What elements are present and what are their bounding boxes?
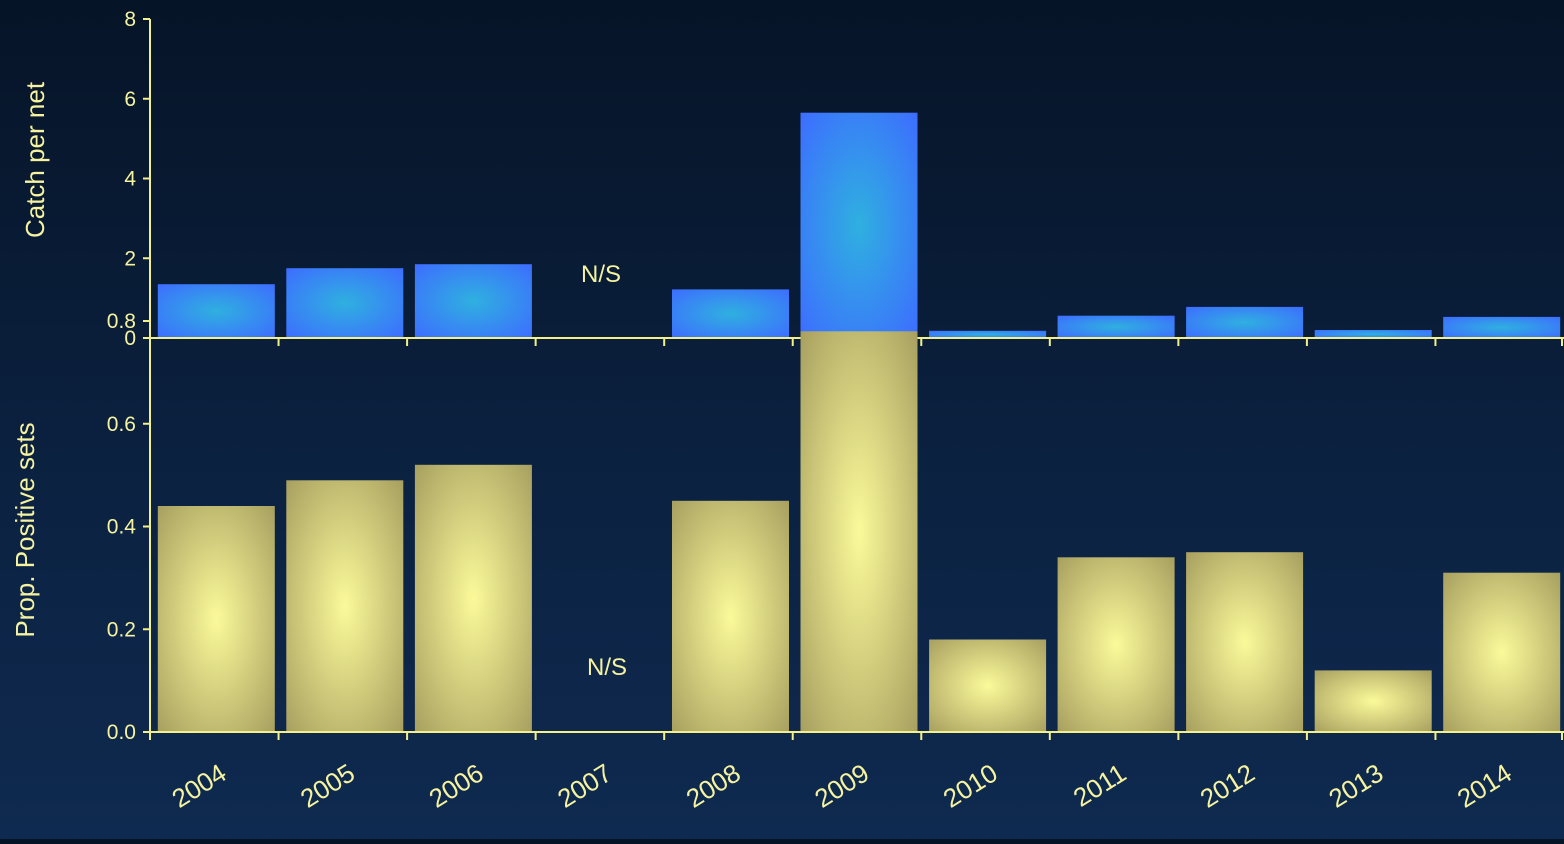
x-tick-label-2012: 2012 [1195, 758, 1260, 814]
x-tick-label-2006: 2006 [424, 758, 489, 814]
bottom-y-tick-label: 0.6 [107, 413, 136, 436]
bottom-bar-2005 [286, 480, 404, 732]
bottom-bar-2014 [1443, 572, 1561, 732]
bottom-bars [157, 331, 1561, 732]
top-bar-2013 [1314, 330, 1432, 338]
bottom-ns-annotation: N/S [587, 654, 627, 681]
bottom-panel: Prop. Positive sets 0.0 0.2 0.4 0.6 0.8 N/S [10, 310, 1564, 744]
bottom-bar-2004 [157, 506, 275, 732]
bottom-bar-2009 [800, 331, 918, 732]
bottom-bar-2010 [929, 639, 1047, 732]
top-bars [157, 112, 1561, 338]
top-ns-annotation: N/S [581, 261, 621, 288]
bottom-y-tick-label: 0.4 [107, 516, 137, 539]
top-panel: Catch per net 0 2 4 6 8 N/S [20, 8, 1564, 350]
top-bar-2004 [157, 284, 275, 338]
bottom-y-tick-label: 0.0 [107, 721, 136, 744]
top-y-tick-label: 0 [124, 327, 136, 350]
bottom-bar-2006 [414, 464, 532, 732]
top-bar-2011 [1057, 315, 1175, 338]
top-bar-2006 [414, 264, 532, 338]
bottom-axes: 0.0 0.2 0.4 0.6 0.8 [107, 310, 1564, 744]
top-bar-2010 [929, 330, 1047, 338]
x-tick-label-2007: 2007 [552, 758, 617, 814]
x-tick-label-2014: 2014 [1452, 758, 1517, 814]
bottom-bar-2013 [1314, 670, 1432, 732]
top-bar-2009 [800, 112, 918, 338]
top-bar-2012 [1186, 306, 1304, 338]
x-tick-label-2009: 2009 [809, 758, 874, 814]
x-tick-label-2013: 2013 [1323, 758, 1388, 814]
top-y-axis-label: Catch per net [20, 81, 50, 238]
x-tick-labels: 2004 2005 2006 2007 2008 2009 2010 2011 2012 2013… [167, 758, 1517, 814]
bottom-bar-2011 [1057, 557, 1175, 732]
top-y-tick-label: 4 [124, 168, 136, 191]
x-tick-label-2005: 2005 [295, 758, 360, 814]
top-y-tick-label: 2 [124, 247, 136, 270]
x-tick-label-2010: 2010 [938, 758, 1003, 814]
x-tick-label-2008: 2008 [681, 758, 746, 814]
top-bar-2005 [286, 268, 404, 338]
top-bar-2008 [672, 289, 789, 338]
bottom-y-axis-label: Prop. Positive sets [10, 422, 40, 637]
bottom-bar-2008 [672, 500, 789, 732]
bottom-y-tick-label: 0.8 [107, 310, 136, 333]
bottom-bar-2012 [1186, 552, 1304, 732]
x-tick-label-2011: 2011 [1068, 758, 1131, 813]
top-y-tick-label: 8 [124, 8, 136, 31]
top-bar-2014 [1443, 316, 1561, 338]
x-tick-label-2004: 2004 [167, 758, 232, 814]
top-y-tick-label: 6 [124, 88, 136, 111]
bottom-y-tick-label: 0.2 [107, 618, 136, 641]
